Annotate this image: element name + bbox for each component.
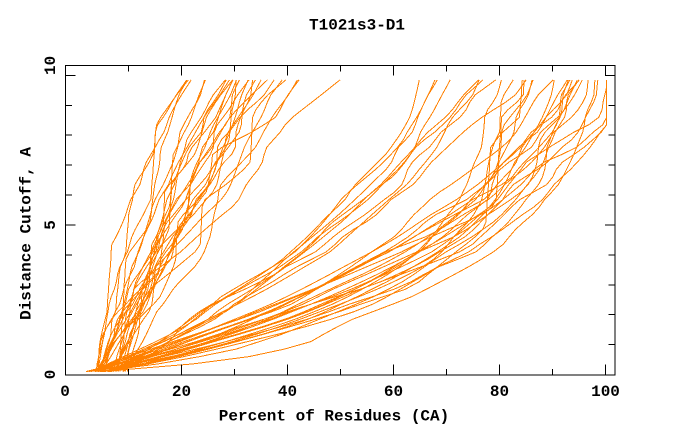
svg-text:0: 0 [60, 383, 70, 401]
svg-text:5: 5 [42, 220, 60, 230]
svg-text:10: 10 [42, 56, 60, 75]
svg-text:40: 40 [278, 383, 297, 401]
svg-text:Percent of Residues (CA): Percent of Residues (CA) [219, 407, 449, 425]
svg-text:100: 100 [591, 383, 620, 401]
svg-text:0: 0 [42, 370, 60, 380]
svg-text:80: 80 [490, 383, 509, 401]
svg-text:60: 60 [384, 383, 403, 401]
svg-text:20: 20 [172, 383, 191, 401]
svg-text:T1021s3-D1: T1021s3-D1 [309, 17, 405, 35]
svg-text:Distance Cutoff, A: Distance Cutoff, A [17, 147, 35, 320]
